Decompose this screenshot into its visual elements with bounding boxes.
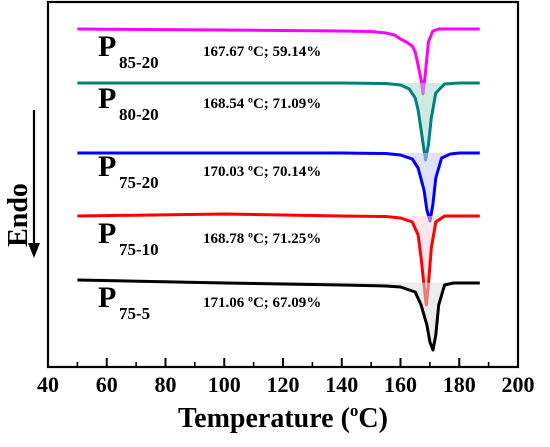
sample-label: P: [98, 150, 116, 183]
x-axis-title-main: Temperature (: [178, 403, 350, 434]
sample-label-subscript: 75-20: [119, 173, 159, 192]
sample-label: P: [98, 281, 116, 314]
series-line: [77, 27, 480, 96]
x-tick-label: 140: [325, 372, 358, 397]
x-axis-title-unit: C): [358, 403, 388, 434]
x-tick-label: 60: [96, 372, 118, 397]
x-tick-label: 40: [37, 372, 59, 397]
x-tick-label: 100: [208, 372, 241, 397]
series-line: [77, 151, 480, 223]
x-axis-title-degree: o: [350, 401, 359, 420]
sample-label-subscript: 85-20: [119, 53, 159, 72]
series-line: [77, 81, 480, 162]
sample-label-subscript: 75-5: [119, 304, 150, 323]
x-tick-label: 120: [267, 372, 300, 397]
series-line: [77, 278, 480, 352]
sample-annotation: 167.67 ºC; 59.14%: [203, 44, 321, 60]
peak-shading: [77, 280, 480, 350]
endo-indicator: Endo: [3, 110, 40, 258]
series-line: [77, 212, 480, 307]
x-tick-label: 200: [502, 372, 535, 397]
endo-arrow-head: [28, 243, 40, 258]
sample-label: P: [98, 30, 116, 63]
x-tick-label: 160: [384, 372, 417, 397]
sample-annotation: 168.54 ºC; 71.09%: [203, 96, 321, 112]
sample-label: P: [98, 82, 116, 115]
sample-label-subscript: 75-10: [119, 240, 159, 259]
sample-annotation: 168.78 ºC; 71.25%: [203, 231, 321, 247]
x-axis-title: Temperature (oC): [178, 401, 388, 434]
sample-label: P: [98, 217, 116, 250]
sample-label-subscript: 80-20: [119, 105, 159, 124]
x-tick-label: 80: [155, 372, 177, 397]
sample-annotation: 171.06 ºC; 67.09%: [203, 295, 321, 311]
sample-annotation: 170.03 ºC; 70.14%: [203, 164, 321, 180]
endo-label: Endo: [3, 183, 34, 247]
x-tick-label: 180: [443, 372, 476, 397]
